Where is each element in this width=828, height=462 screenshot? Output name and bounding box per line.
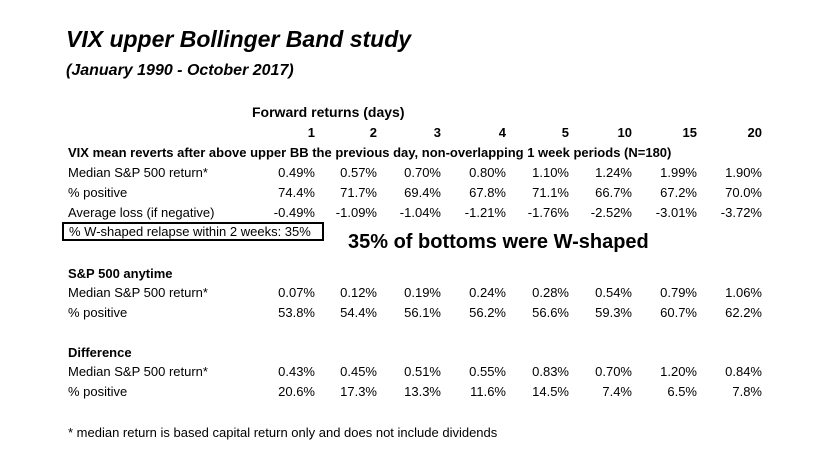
days-header-row: 1 2 3 4 5 10 15 20 bbox=[0, 123, 828, 143]
table-cell: 71.7% bbox=[340, 185, 377, 200]
table-row: Median S&P 500 return* 0.49% 0.57% 0.70%… bbox=[0, 163, 828, 183]
day-header: 10 bbox=[617, 125, 632, 140]
table-cell: 67.2% bbox=[660, 185, 697, 200]
table-cell: 0.12% bbox=[340, 285, 377, 300]
table-cell: 1.24% bbox=[595, 165, 632, 180]
table-cell: 69.4% bbox=[404, 185, 441, 200]
table-cell: 1.90% bbox=[725, 165, 762, 180]
table-cell: 0.28% bbox=[532, 285, 569, 300]
table-cell: 0.45% bbox=[340, 364, 377, 379]
table-cell: -3.01% bbox=[655, 205, 697, 220]
table-cell: 56.2% bbox=[469, 305, 506, 320]
table-cell: 0.51% bbox=[404, 364, 441, 379]
row-label: % positive bbox=[68, 305, 128, 320]
table-cell: 1.99% bbox=[660, 165, 697, 180]
table-row: % positive 53.8% 54.4% 56.1% 56.2% 56.6%… bbox=[0, 303, 828, 323]
table-cell: 70.0% bbox=[725, 185, 762, 200]
table-cell: 7.4% bbox=[602, 384, 632, 399]
table-cell: 0.70% bbox=[595, 364, 632, 379]
table-cell: 0.19% bbox=[404, 285, 441, 300]
table-cell: 0.79% bbox=[660, 285, 697, 300]
day-header: 5 bbox=[561, 125, 569, 140]
section-heading-row: Difference bbox=[0, 343, 828, 363]
table-cell: 0.70% bbox=[404, 165, 441, 180]
row-label: Median S&P 500 return* bbox=[68, 285, 208, 300]
table-cell: -1.76% bbox=[527, 205, 569, 220]
table-cell: 1.10% bbox=[532, 165, 569, 180]
table-cell: 6.5% bbox=[667, 384, 697, 399]
section1-heading: VIX mean reverts after above upper BB th… bbox=[68, 145, 672, 160]
table-row: Average loss (if negative) -0.49% -1.09%… bbox=[0, 203, 828, 223]
table-cell: 66.7% bbox=[595, 185, 632, 200]
study-title: VIX upper Bollinger Band study bbox=[66, 26, 412, 52]
table-cell: 71.1% bbox=[532, 185, 569, 200]
table-cell: -1.09% bbox=[335, 205, 377, 220]
table-cell: 54.4% bbox=[340, 305, 377, 320]
table-cell: 62.2% bbox=[725, 305, 762, 320]
table-cell: 20.6% bbox=[278, 384, 315, 399]
row-label: % positive bbox=[68, 185, 128, 200]
day-header: 1 bbox=[307, 125, 315, 140]
w-shaped-relapse-box: % W-shaped relapse within 2 weeks: 35% bbox=[62, 222, 324, 241]
row-label: % positive bbox=[68, 384, 128, 399]
table-cell: 14.5% bbox=[532, 384, 569, 399]
table-cell: 11.6% bbox=[470, 384, 506, 399]
table-cell: 0.55% bbox=[469, 364, 506, 379]
table-cell: 1.20% bbox=[660, 364, 697, 379]
table-cell: 56.6% bbox=[532, 305, 569, 320]
table-cell: 0.80% bbox=[469, 165, 506, 180]
table-cell: 0.07% bbox=[278, 285, 315, 300]
table-cell: -1.21% bbox=[464, 205, 506, 220]
row-label: Median S&P 500 return* bbox=[68, 364, 208, 379]
footnote: * median return is based capital return … bbox=[68, 425, 498, 440]
table-cell: 1.06% bbox=[725, 285, 762, 300]
table-cell: -1.04% bbox=[399, 205, 441, 220]
table-cell: 0.43% bbox=[278, 364, 315, 379]
table-cell: 56.1% bbox=[404, 305, 441, 320]
section-heading-row: VIX mean reverts after above upper BB th… bbox=[0, 143, 828, 163]
table-cell: -2.52% bbox=[590, 205, 632, 220]
table-cell: 59.3% bbox=[595, 305, 632, 320]
table-cell: 7.8% bbox=[732, 384, 762, 399]
table-row: Median S&P 500 return* 0.07% 0.12% 0.19%… bbox=[0, 283, 828, 303]
table-cell: -3.72% bbox=[720, 205, 762, 220]
table-cell: 0.54% bbox=[595, 285, 632, 300]
table-row: % positive 20.6% 17.3% 13.3% 11.6% 14.5%… bbox=[0, 382, 828, 402]
table-cell: -0.49% bbox=[273, 205, 315, 220]
section2-heading: S&P 500 anytime bbox=[68, 266, 173, 281]
day-header: 15 bbox=[682, 125, 697, 140]
day-header: 20 bbox=[747, 125, 762, 140]
row-label: Average loss (if negative) bbox=[68, 205, 215, 220]
table-cell: 53.8% bbox=[278, 305, 315, 320]
table-row: % positive 74.4% 71.7% 69.4% 67.8% 71.1%… bbox=[0, 183, 828, 203]
forward-returns-header: Forward returns (days) bbox=[252, 104, 405, 120]
table-cell: 0.83% bbox=[532, 364, 569, 379]
day-header: 3 bbox=[433, 125, 441, 140]
table-cell: 13.3% bbox=[404, 384, 441, 399]
table-cell: 74.4% bbox=[278, 185, 315, 200]
row-label: Median S&P 500 return* bbox=[68, 165, 208, 180]
day-header: 2 bbox=[369, 125, 377, 140]
w-shaped-callout: 35% of bottoms were W-shaped bbox=[348, 231, 649, 253]
section3-heading: Difference bbox=[68, 345, 132, 360]
table-cell: 0.84% bbox=[725, 364, 762, 379]
table-row: Median S&P 500 return* 0.43% 0.45% 0.51%… bbox=[0, 362, 828, 382]
table-cell: 67.8% bbox=[469, 185, 506, 200]
table-cell: 0.49% bbox=[278, 165, 315, 180]
study-subtitle: (January 1990 - October 2017) bbox=[66, 62, 294, 79]
section-heading-row: S&P 500 anytime bbox=[0, 264, 828, 284]
table-cell: 0.24% bbox=[469, 285, 506, 300]
day-header: 4 bbox=[498, 125, 506, 140]
table-cell: 0.57% bbox=[340, 165, 377, 180]
table-cell: 17.3% bbox=[340, 384, 377, 399]
table-cell: 60.7% bbox=[660, 305, 697, 320]
